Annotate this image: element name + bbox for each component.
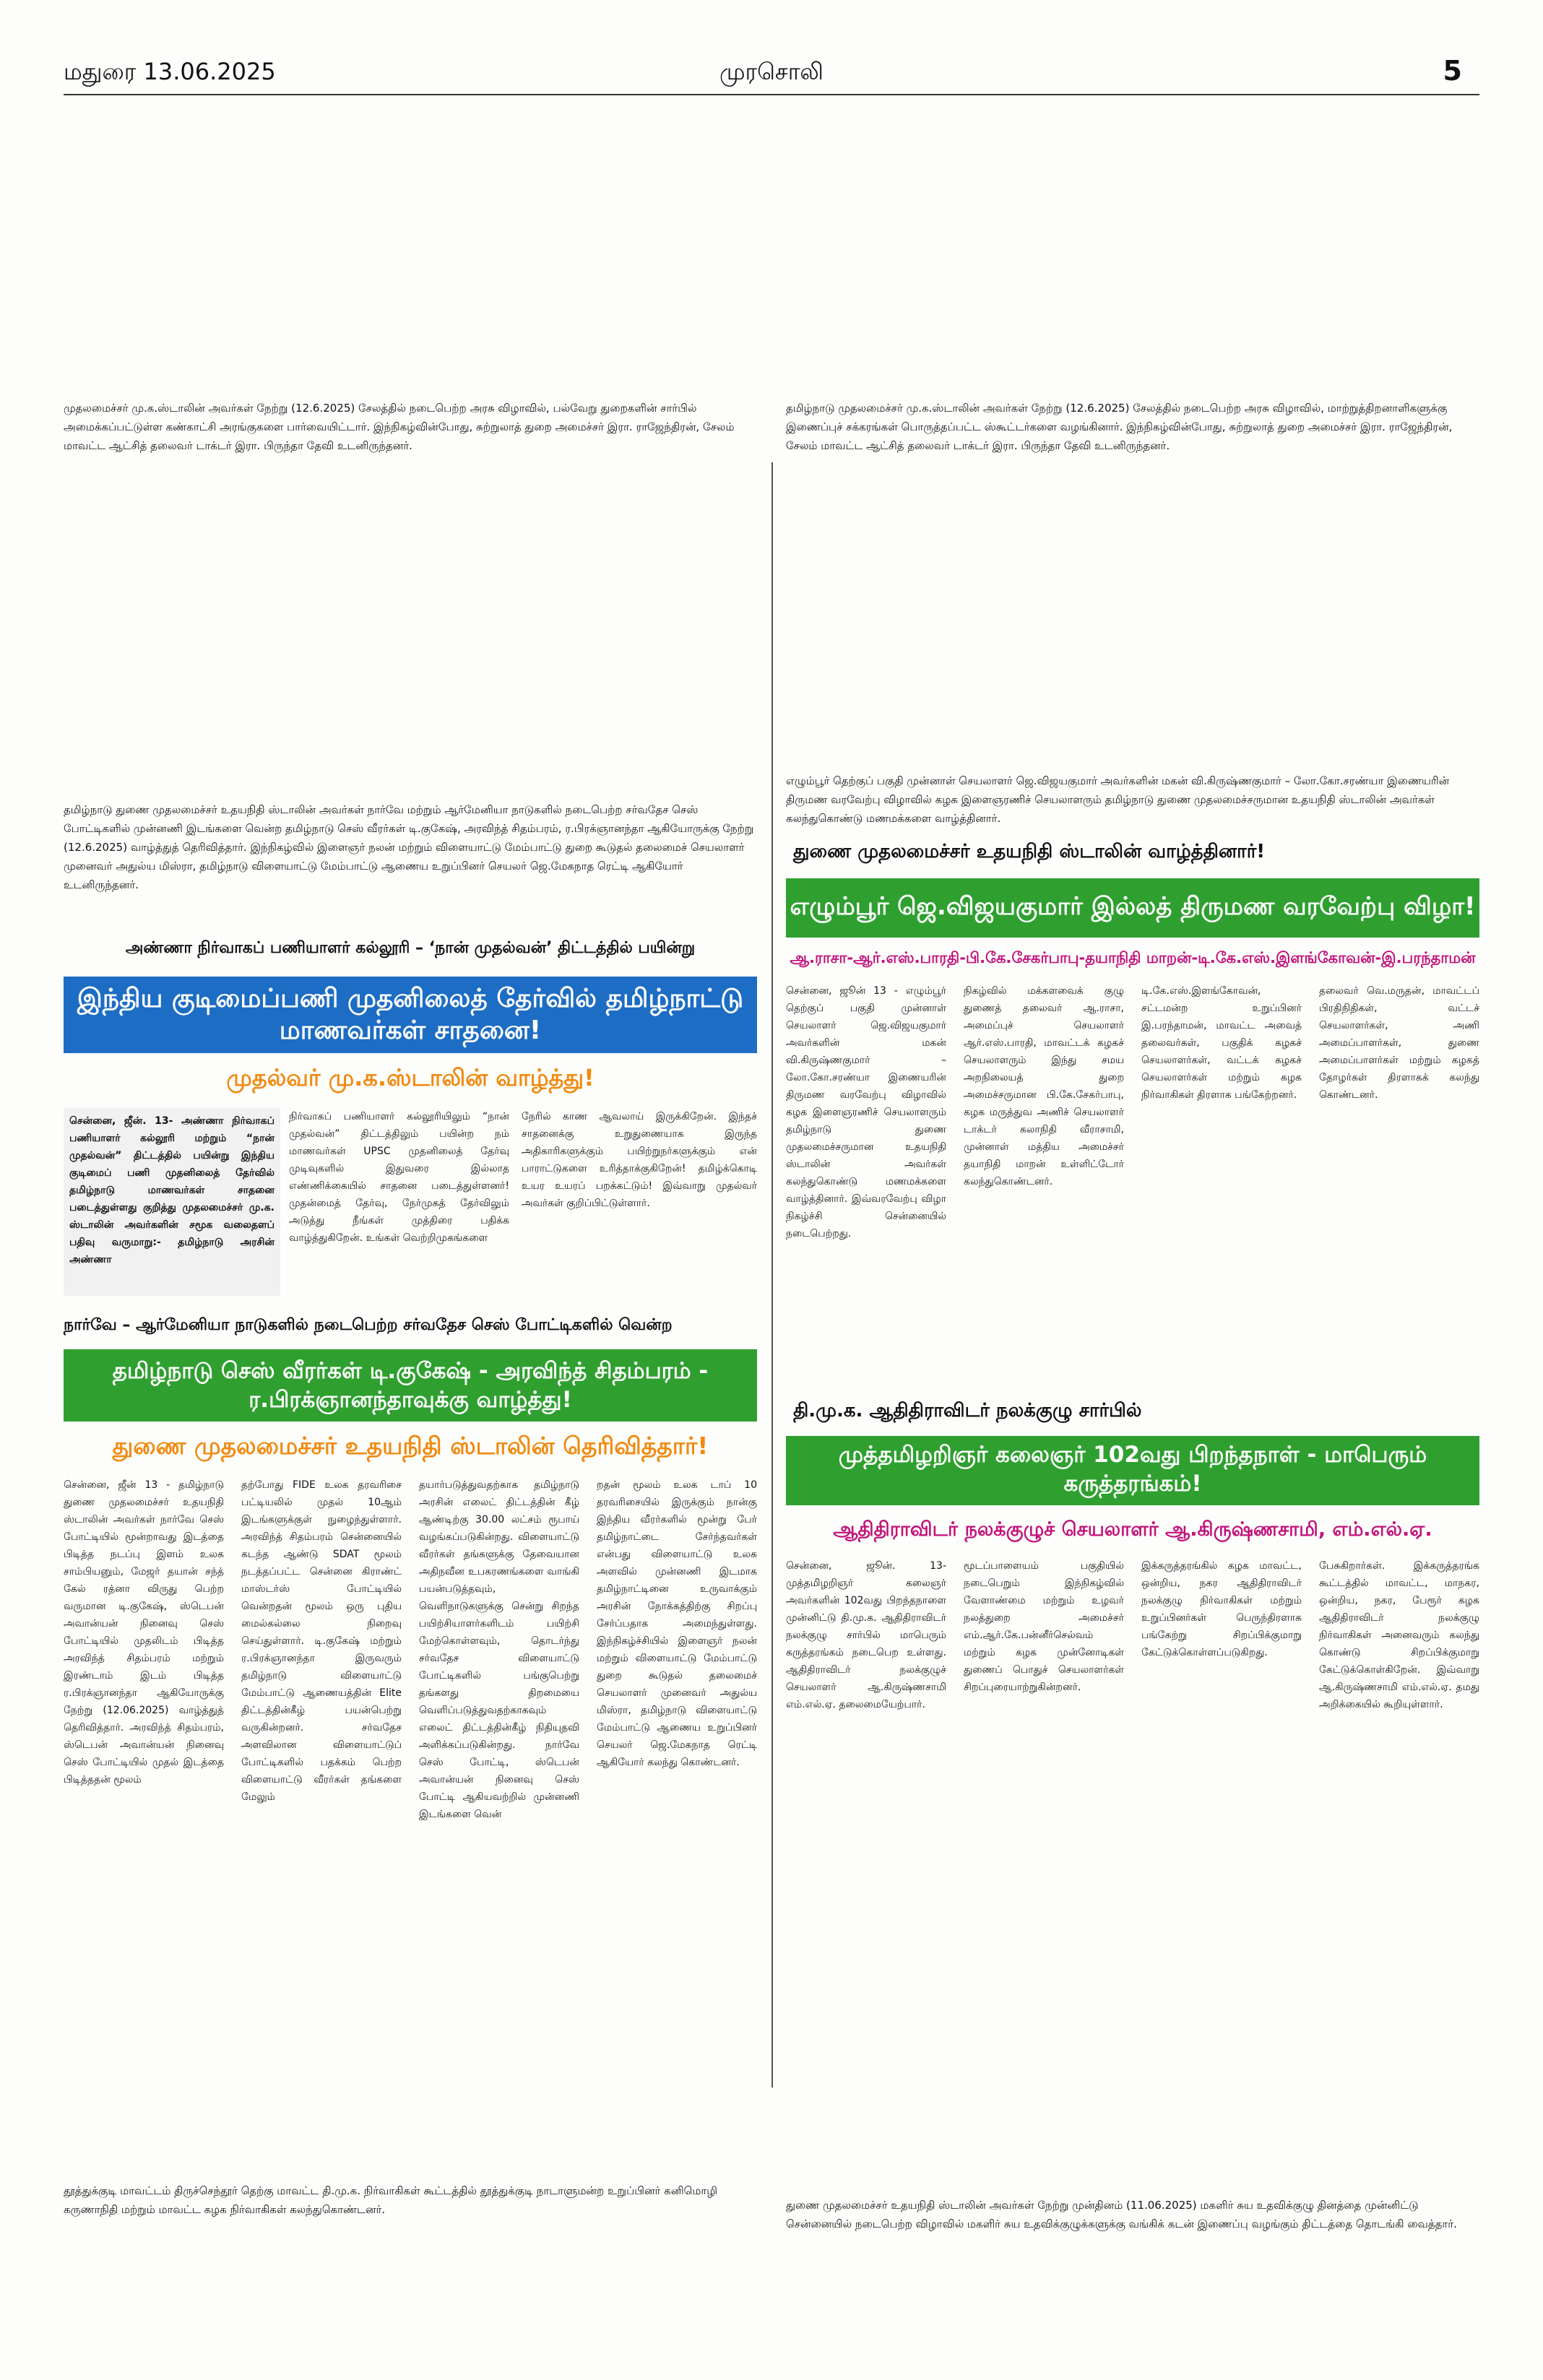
masthead-rule <box>64 94 1479 95</box>
chess-headline-banner: தமிழ்நாடு செஸ் வீரர்கள் டி.குகேஷ் - அரவி… <box>64 1349 757 1421</box>
ias-lead: சென்னை, ஜீன். 13- அண்ணா நிர்வாகப் பணியாள… <box>64 1108 280 1296</box>
dravidar-kicker: தி.மு.க. ஆதிதிராவிடர் நலக்குழு சார்பில் <box>793 1400 1142 1421</box>
top-left-photo <box>64 105 761 394</box>
location-date: மதுரை 13.06.2025 <box>64 58 276 85</box>
dravidar-subhead: ஆதிதிராவிடர் நலக்குழுச் செயலாளர் ஆ.கிருஷ… <box>833 1518 1432 1541</box>
wedding-column-2: நிகழ்வில் மக்களவைக் குழு துணைத் தலைவர் ஆ… <box>964 985 1124 1187</box>
caption-middle-left: தமிழ்நாடு துணை முதலமைச்சர் உதயநிதி ஸ்டால… <box>64 803 754 891</box>
ias-headline: இந்திய குடிமைப்பணி முதனிலைத் தேர்வில் தம… <box>77 984 744 1045</box>
ias-kicker: அண்ணா நிர்வாகப் பணியாளர் கல்லூரி – ‘நான்… <box>125 939 696 957</box>
masthead-title: முரசொலி <box>719 58 824 85</box>
wedding-column-1: சென்னை, ஜூன் 13 - எழும்பூர் தெற்குப் பகு… <box>786 985 946 1239</box>
chess-column-4: றதன் மூலம் உலக டாப் 10 தரவரிசையில் இருக்… <box>597 1479 757 1768</box>
wedding-column-3: டி.கே.எஸ்.இளங்கோவன், சட்டமன்ற உறுப்பினர்… <box>1141 985 1302 1101</box>
dravidar-column-3: இக்கருத்தரங்கில் கழக மாவட்ட, ஒன்றிய, நகர… <box>1141 1560 1302 1658</box>
dravidar-headline-banner: முத்தமிழறிஞர் கலைஞர் 102வது பிறந்தநாள் -… <box>786 1436 1479 1505</box>
chess-column-2: தற்போது FIDE உலக தரவரிசை பட்டியலில் முதல… <box>241 1479 402 1803</box>
dravidar-column-1: சென்னை, ஜூன். 13- முத்தமிழறிஞர் கலைஞர் அ… <box>786 1560 946 1710</box>
chess-subhead: துணை முதலமைச்சர் உதயநிதி ஸ்டாலின் தெரிவி… <box>112 1432 709 1460</box>
wedding-headline-banner: எழும்பூர் ஜெ.விஜயகுமார் இல்லத் திருமண வர… <box>786 878 1479 938</box>
dravidar-headline: முத்தமிழறிஞர் கலைஞர் 102வது பிறந்தநாள் -… <box>838 1442 1427 1497</box>
caption-bottom-right: துணை முதலமைச்சர் உதயநிதி ஸ்டாலின் அவர்கள… <box>786 2199 1457 2230</box>
wedding-column-4: தலைவர் வெ.மருதன், மாவட்டப் பிரதிநிதிகள்,… <box>1319 985 1479 1101</box>
chess-column-1: சென்னை, ஜீன் 13 - தமிழ்நாடு துணை முதலமைச… <box>64 1479 224 1786</box>
middle-left-photo <box>64 462 761 795</box>
wedding-kicker: துணை முதலமைச்சர் உதயநிதி ஸ்டாலின் வாழ்த்… <box>793 841 1266 862</box>
chess-headline: தமிழ்நாடு செஸ் வீரர்கள் டி.குகேஷ் - அரவி… <box>112 1358 709 1413</box>
dravidar-column-2: மூடப்பாளையம் பகுதியில் நடைபெறும் இந்நிகழ… <box>964 1560 1124 1693</box>
chess-column-3: தயார்படுத்துவதற்காக தமிழ்நாடு அரசின் எலை… <box>419 1479 579 1820</box>
dravidar-column-4: பேசுகிறார்கள். இக்கருத்தரங்க கூட்டத்தில்… <box>1319 1560 1479 1710</box>
caption-middle-right: எழும்பூர் தெற்குப் பகுதி முன்னாள் செயலாள… <box>786 774 1450 825</box>
caption-bottom-left: தூத்துக்குடி மாவட்டம் திருச்செந்தூர் தெற… <box>64 2184 717 2216</box>
ias-headline-banner: இந்திய குடிமைப்பணி முதனிலைத் தேர்வில் தம… <box>64 977 757 1053</box>
chess-kicker: நார்வே – ஆர்மேனியா நாடுகளில் நடைபெற்ற சர… <box>64 1316 673 1334</box>
caption-top-left: முதலமைச்சர் மு.க.ஸ்டாலின் அவர்கள் நேற்று… <box>64 402 735 452</box>
column-separator <box>772 462 773 2087</box>
ias-column-3: நேரில் காண ஆவலாய் இருக்கிறேன். இந்தச் சா… <box>522 1111 757 1209</box>
page-number: 5 <box>1443 55 1462 87</box>
wedding-headline: எழும்பூர் ஜெ.விஜயகுமார் இல்லத் திருமண வர… <box>790 892 1476 921</box>
caption-top-right: தமிழ்நாடு முதலமைச்சர் மு.க.ஸ்டாலின் அவர்… <box>786 402 1453 452</box>
middle-right-photo <box>786 455 1479 766</box>
ias-column-2: நிர்வாகப் பணியாளர் கல்லூரியிலும் “நான் ம… <box>289 1111 509 1244</box>
bottom-left-photo <box>64 2095 761 2174</box>
bottom-right-photo <box>786 2095 1479 2189</box>
wedding-subhead: ஆ.ராசா-ஆர்.எஸ்.பாரதி-பி.கே.சேகர்பாபு-தயா… <box>790 949 1476 966</box>
ias-subhead: முதல்வர் மு.க.ஸ்டாலின் வாழ்த்து! <box>226 1064 595 1091</box>
top-right-photo <box>786 105 1479 394</box>
